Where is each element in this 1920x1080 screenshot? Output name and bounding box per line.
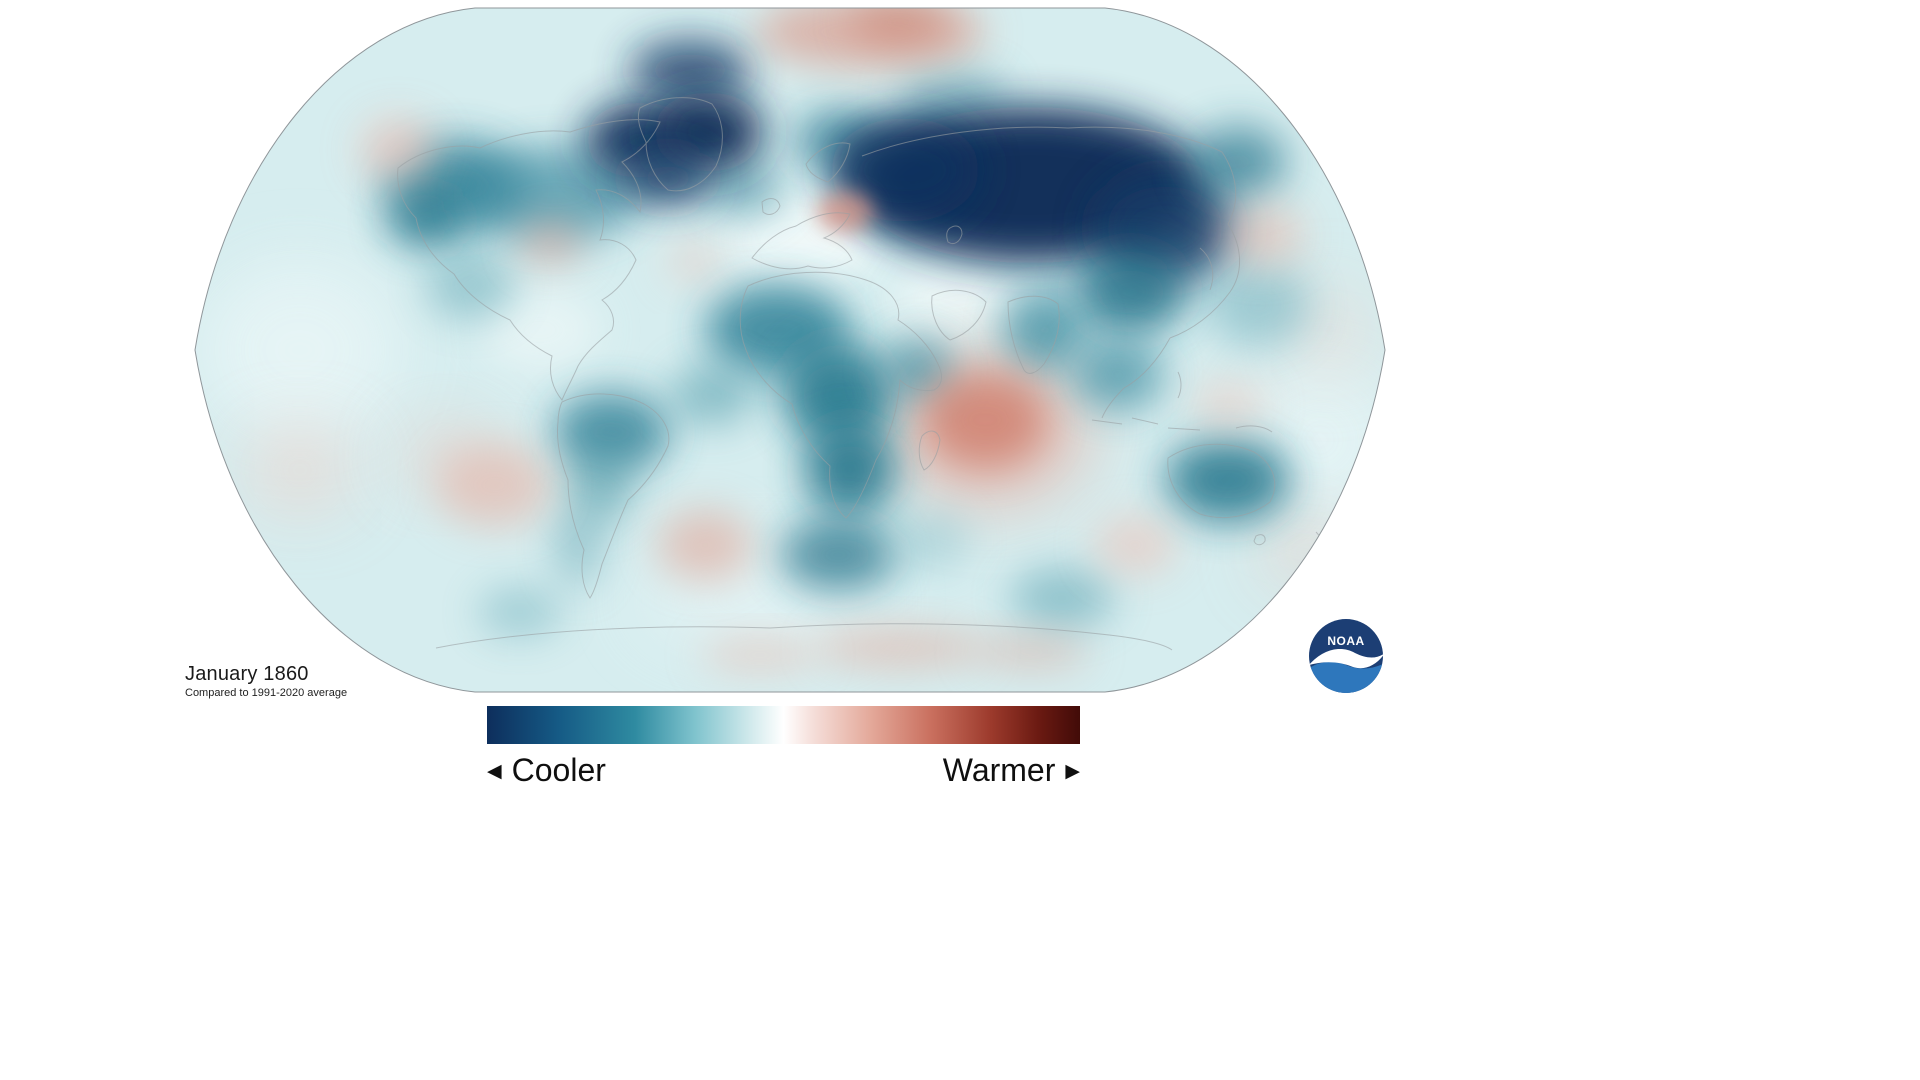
coastline-philippines [1177,371,1182,399]
coastline-india [1007,295,1060,374]
map-baseline-subtitle: Compared to 1991-2020 average [185,687,348,699]
anomaly-blob [200,260,400,440]
anomaly-blob [895,70,1005,120]
coastline-scandinavia [805,142,851,183]
coastline-britain [761,198,781,215]
anomaly-blob [1003,290,1087,370]
anomaly-blob [830,118,980,222]
anomaly-blob [783,343,893,447]
anomaly-blob [1206,263,1310,347]
anomaly-blob [518,221,582,265]
anomaly-blob [657,509,753,581]
map-outline [194,7,1386,693]
anomaly-blob [667,242,723,282]
color-scale-labels: ◀ Cooler Warmer ▶ [487,752,1080,789]
anomaly-blob [630,40,750,100]
anomaly-blob [970,636,1090,668]
coastline-antarctica [435,623,1173,651]
anomaly-blob [1093,515,1177,575]
anomaly-blob [890,512,970,568]
cooler-arrow-icon: ◀ [487,761,502,782]
anomaly-blob [1074,250,1186,334]
coastline-south-america [557,393,670,599]
anomaly-blob [437,443,553,527]
anomaly-blob [245,428,355,512]
color-scale-bar [487,706,1080,744]
coastline-asia-east [1169,151,1241,339]
anomaly-layer [200,8,1385,671]
coastline-africa [739,271,942,519]
coastline-new-zealand [1315,531,1337,563]
anomaly-blob [780,519,896,591]
anomaly-blob [1010,568,1114,628]
cooler-label: Cooler [511,752,606,788]
anomaly-blob [670,365,754,425]
warmer-side: Warmer ▶ [943,752,1080,789]
coastline-greenland [637,97,723,192]
coastline-japan [1199,247,1214,291]
anomaly-blob [850,8,950,42]
anomaly-blob [700,639,820,671]
anomaly-blob [623,150,713,206]
coastline-australia [1167,443,1276,519]
noaa-seagull-icon [1309,649,1383,669]
anomaly-blob [360,118,436,182]
anomaly-blob [707,164,783,216]
anomaly-blob [387,192,463,248]
cooler-side: ◀ Cooler [487,752,606,789]
anomaly-blob [1166,438,1290,522]
anomaly-blob [554,503,602,587]
coastline-indonesia [1091,417,1273,433]
coastline-arabia [931,289,987,341]
anomaly-blob [1190,379,1266,431]
anomaly-blob [470,147,640,243]
anomaly-blob [895,262,1015,338]
noaa-logo-text: NOAA [1327,634,1364,648]
anomaly-blob [1072,339,1164,411]
anomaly-blob [923,372,1047,468]
noaa-logo: NOAA [1309,619,1383,693]
warmer-arrow-icon: ▶ [1065,761,1080,782]
coastline-se-asia [1101,337,1171,419]
coastline-madagascar [918,430,941,471]
coastline-north-america [397,119,661,401]
anomaly-blob [478,588,562,636]
coastline-caspian [946,225,963,245]
anomaly-blob [804,424,896,516]
warmer-label: Warmer [942,752,1056,788]
anomaly-blob [1190,126,1286,198]
noaa-logo-wave [1309,661,1383,693]
coastline-tasmania [1253,534,1266,546]
anomaly-blob [1295,285,1365,375]
anomaly-blob [1263,520,1347,584]
coastline-asia-north [861,126,1223,157]
map-date-title: January 1860 [185,663,309,685]
anomaly-blob [817,192,873,232]
anomaly-blob [815,628,985,668]
anomaly-blob [425,250,515,320]
anomaly-blob [1220,205,1304,265]
coastline-europe [751,212,853,270]
anomaly-blob [480,290,600,370]
